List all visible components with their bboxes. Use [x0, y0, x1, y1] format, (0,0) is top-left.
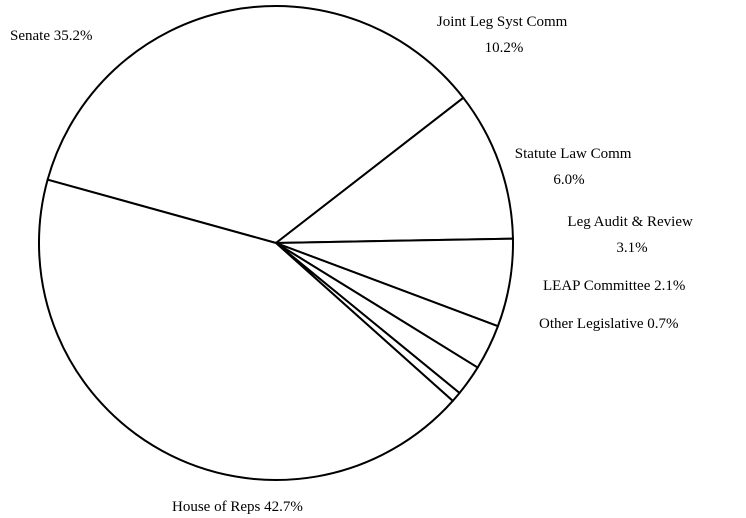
- slice-label-leg-audit-review: Leg Audit & Review 3.1%: [567, 214, 696, 256]
- slice-label-senate: Senate 35.2%: [10, 28, 92, 44]
- slice-label-house-of-reps: House of Reps 42.7%: [172, 499, 303, 515]
- pie-slice-senate: [46, 5, 465, 244]
- pie-slice-joint-leg-syst-comm: [275, 96, 514, 244]
- slice-label-joint-leg-syst-comm: Joint Leg Syst Comm 10.2%: [437, 14, 571, 56]
- slice-label-leap-committee: LEAP Committee 2.1%: [543, 278, 685, 294]
- pie-labels: Senate 35.2% Joint Leg Syst Comm 10.2% S…: [10, 14, 696, 515]
- pie-slices: [37, 5, 514, 481]
- slice-label-statute-law-comm: Statute Law Comm 6.0%: [515, 146, 635, 188]
- pie-slice-house-of-reps: [37, 178, 454, 481]
- slice-label-other-legislative: Other Legislative 0.7%: [539, 316, 679, 332]
